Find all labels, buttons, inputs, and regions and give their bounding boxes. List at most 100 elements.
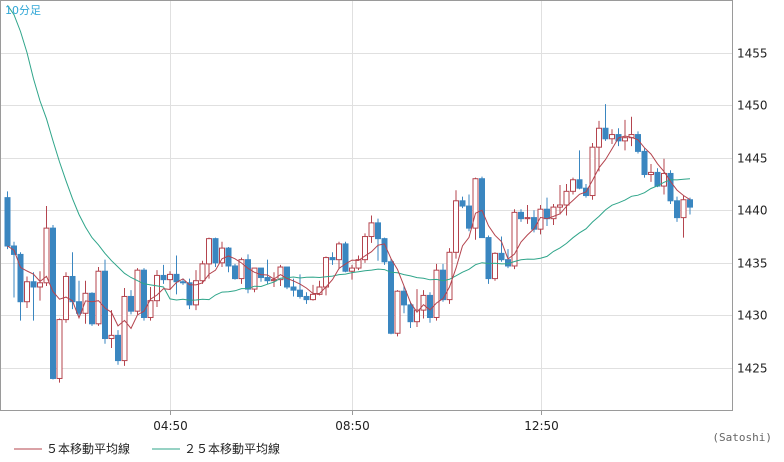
candle-body-up <box>154 274 160 302</box>
candle <box>550 203 557 225</box>
candle-body-down <box>160 274 167 281</box>
candle-body-down <box>102 270 108 340</box>
candle <box>485 235 492 284</box>
candle <box>518 209 524 222</box>
candle-body-up <box>24 281 30 303</box>
candle-body-up <box>323 257 329 288</box>
candle <box>30 272 37 321</box>
candle-body-down <box>342 243 349 272</box>
candle-body-up <box>121 295 128 362</box>
legend-label-ma5: ５本移動平均線 <box>46 441 130 456</box>
candle-body-down <box>232 265 238 280</box>
candle <box>277 264 284 286</box>
candle-body-up <box>310 293 316 301</box>
candle-body-down <box>687 199 693 208</box>
candle-body-up <box>37 282 43 288</box>
candle <box>199 260 206 284</box>
candle <box>50 224 56 380</box>
candle <box>134 268 141 315</box>
candle-body-up <box>394 290 401 334</box>
x-tick-label: 08:50 <box>335 419 370 433</box>
candle-body-up <box>277 266 284 281</box>
candle <box>141 268 147 321</box>
y-tick-label: 1425 <box>737 362 768 376</box>
candle <box>212 237 219 268</box>
candle <box>128 290 134 315</box>
candle-body-down <box>76 301 82 314</box>
candle-body-up <box>108 334 115 340</box>
candle-body-down <box>485 237 492 280</box>
candle <box>147 287 154 321</box>
candle <box>433 263 440 321</box>
candle-body-down <box>30 281 37 288</box>
candle-body-down <box>401 290 407 306</box>
candle <box>193 270 199 311</box>
candle <box>602 104 609 141</box>
y-axis-ticks: 1425 1430 1435 1440 1445 1450 1455 <box>737 47 768 376</box>
candle <box>180 278 186 285</box>
candle-body-down <box>69 275 76 303</box>
candle <box>160 264 167 284</box>
candle <box>576 150 583 190</box>
plot-border <box>0 0 733 411</box>
candle-body-up <box>511 211 518 267</box>
candle-body-down <box>245 259 251 290</box>
candle <box>167 271 173 290</box>
candle-body-down <box>498 252 505 261</box>
candle-body-up <box>433 269 440 318</box>
candle <box>56 318 63 383</box>
candle-body-up <box>349 267 355 272</box>
candle-body-up <box>589 146 596 197</box>
candle-body-down <box>667 172 674 202</box>
candlestick-series <box>4 104 693 383</box>
candle <box>89 292 95 326</box>
candle <box>336 241 342 270</box>
candle-body-up <box>147 300 154 318</box>
y-tick-label: 1450 <box>737 99 768 113</box>
candle <box>186 278 193 310</box>
candle <box>459 196 466 209</box>
candle-body-up <box>414 309 420 323</box>
candle <box>537 205 544 235</box>
candle <box>570 177 576 195</box>
period-label: 10分足 <box>5 4 41 17</box>
candle-body-down <box>264 277 271 282</box>
candle <box>609 129 615 145</box>
legend-label-ma25: ２５本移動平均線 <box>184 441 280 456</box>
candle-body-down <box>407 304 414 323</box>
candle-body-up <box>82 292 89 314</box>
candle-body-up <box>596 127 602 148</box>
candle <box>667 170 674 204</box>
candle-body-down <box>297 289 303 297</box>
candle-body-up <box>609 134 615 140</box>
candle-body-down <box>180 281 186 284</box>
candle-body-down <box>544 208 550 220</box>
candle <box>479 176 485 239</box>
candle <box>24 276 30 309</box>
candle-body-up <box>420 294 427 311</box>
candle-body-up <box>557 204 563 208</box>
candle-body-up <box>251 267 258 290</box>
candle <box>453 190 459 259</box>
candle <box>589 142 596 200</box>
candle-body-down <box>440 269 446 301</box>
candle-body-down <box>329 257 336 261</box>
candle-body-down <box>466 205 472 229</box>
candle-body-up <box>648 171 654 176</box>
candle-body-up <box>680 199 687 219</box>
candle <box>557 185 563 215</box>
candle <box>219 241 225 268</box>
y-tick-label: 1435 <box>737 257 768 271</box>
credit-label: (Satoshi) <box>712 431 772 444</box>
candle-body-up <box>537 208 544 230</box>
x-axis-ticks: 04:50 08:50 12:50 <box>153 410 559 433</box>
ma5-line <box>7 135 691 330</box>
candle-body-up <box>570 179 576 192</box>
candle <box>17 252 24 321</box>
candle <box>121 288 128 366</box>
candle <box>245 254 251 294</box>
candle <box>264 259 271 284</box>
ma25-line <box>7 5 691 301</box>
candle <box>680 195 687 238</box>
